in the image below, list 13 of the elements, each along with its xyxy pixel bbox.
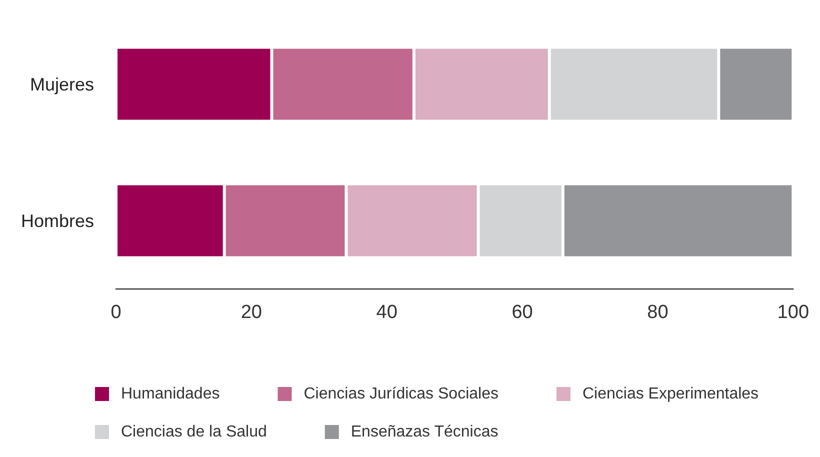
- legend-label: Enseñazas Técnicas: [350, 424, 498, 440]
- y-tick-label: Mujeres: [30, 74, 94, 94]
- legend-label: Ciencias Experimentales: [582, 386, 759, 402]
- legend-label: Ciencias de la Salud: [121, 424, 267, 440]
- x-tick-label: 100: [777, 302, 809, 323]
- x-tick-label: 20: [240, 302, 262, 323]
- x-tick-label: 40: [376, 302, 398, 323]
- x-tick-label: 0: [110, 302, 122, 323]
- y-tick-label: Hombres: [20, 210, 94, 231]
- legend-label: Ciencias Jurídicas Sociales: [304, 386, 498, 402]
- legend-label: Humanidades: [121, 386, 220, 402]
- x-tick-label: 80: [647, 302, 668, 323]
- x-tick-label: 60: [512, 302, 533, 323]
